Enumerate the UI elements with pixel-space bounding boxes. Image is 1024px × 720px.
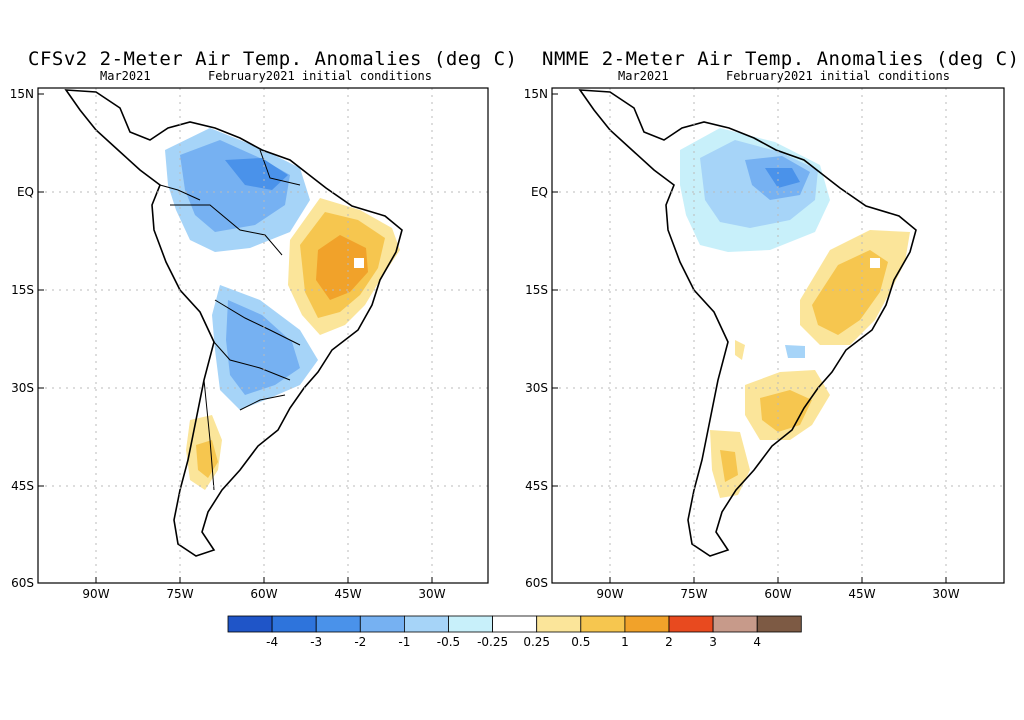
lat-label: 60S	[525, 576, 548, 590]
maps-svg: 15N EQ 15S 30S 45S 60S 90W 75W 60W 45W 3…	[10, 87, 1005, 600]
lon-label: 90W	[82, 587, 109, 600]
colorbar-swatch	[536, 615, 582, 633]
colorbar-label: 2	[665, 635, 673, 649]
axis-ticks	[552, 93, 947, 583]
lon-label: 45W	[334, 587, 361, 600]
colorbar-label: -4	[266, 635, 278, 649]
anomaly-fields	[680, 128, 910, 498]
colorbar-swatch	[668, 615, 714, 633]
lon-label: 75W	[680, 587, 707, 600]
lat-label: 15N	[10, 87, 34, 101]
lon-label: 60W	[250, 587, 277, 600]
nmme-panel: NMME 2-Meter Air Temp. Anomalies (deg C)…	[512, 0, 1024, 600]
panel-title: NMME 2-Meter Air Temp. Anomalies (deg C)	[542, 48, 1020, 70]
graticule	[38, 88, 488, 583]
lon-labels: 90W 75W 60W 45W 30W	[82, 587, 445, 600]
colorbar-label: -1	[398, 635, 410, 649]
colorbar-swatch	[448, 615, 493, 633]
lat-label: 30S	[11, 381, 34, 395]
cfsv2-panel: CFSv2 2-Meter Air Temp. Anomalies (deg C…	[0, 0, 517, 600]
graticule	[552, 88, 1004, 583]
colorbar-swatch	[359, 615, 405, 633]
lat-labels: 15N EQ 15S 30S 45S 60S	[10, 87, 34, 590]
lat-label: 45S	[11, 479, 34, 493]
forecast-month: Mar2021	[618, 69, 669, 83]
colorbar-label: 4	[753, 635, 761, 649]
colorbar-swatch	[624, 615, 670, 633]
lat-labels: 15N EQ 15S 30S 45S 60S	[524, 87, 548, 590]
lat-label: 60S	[11, 576, 34, 590]
colorbar-label: -3	[310, 635, 322, 649]
cfsv2-map: 15N EQ 15S 30S 45S 60S 90W 75W 60W 45W 3…	[10, 87, 489, 600]
lat-label: EQ	[531, 185, 548, 199]
colorbar-label: 0.25	[523, 635, 550, 649]
colorbar-swatch	[403, 615, 449, 633]
lon-labels: 90W 75W 60W 45W 30W	[596, 587, 959, 600]
panel-title: CFSv2 2-Meter Air Temp. Anomalies (deg C…	[28, 48, 518, 70]
lon-label: 30W	[418, 587, 445, 600]
colorbar-label: -0.25	[477, 635, 508, 649]
colorbar-swatch	[315, 615, 361, 633]
map-frame	[37, 87, 489, 584]
lon-label: 30W	[932, 587, 959, 600]
colorbar-swatch	[271, 615, 317, 633]
colorbar-boxes	[227, 615, 802, 633]
forecast-month: Mar2021	[100, 69, 151, 83]
colorbar: -4 -3 -2 -1 -0.5 -0.25 0.25 0.5 1 2 3 4	[227, 615, 802, 649]
colorbar-swatch	[712, 615, 758, 633]
colorbar-label: 1	[621, 635, 629, 649]
initial-conditions: February2021 initial conditions	[208, 69, 432, 83]
lat-label: 30S	[525, 381, 548, 395]
lat-label: 15S	[11, 283, 34, 297]
colorbar-label: -0.5	[437, 635, 460, 649]
country-borders	[159, 149, 301, 491]
lon-label: 60W	[764, 587, 791, 600]
lat-label: 15S	[525, 283, 548, 297]
colorbar-swatch	[492, 615, 538, 633]
nmme-map: 15N EQ 15S 30S 45S 60S 90W 75W 60W 45W 3…	[524, 87, 1005, 600]
colorbar-label: 0.5	[571, 635, 590, 649]
anomaly-fields	[165, 128, 400, 490]
axis-ticks	[38, 93, 433, 583]
lat-label: 15N	[524, 87, 548, 101]
lon-label: 75W	[166, 587, 193, 600]
lat-label: 45S	[525, 479, 548, 493]
colorbar-swatch	[756, 615, 802, 633]
colorbar-swatch	[227, 615, 273, 633]
colorbar-labels: -4 -3 -2 -1 -0.5 -0.25 0.25 0.5 1 2 3 4	[266, 635, 761, 649]
lon-label: 90W	[596, 587, 623, 600]
colorbar-label: -2	[354, 635, 366, 649]
colorbar-swatch	[580, 615, 626, 633]
lon-label: 45W	[848, 587, 875, 600]
initial-conditions: February2021 initial conditions	[726, 69, 950, 83]
colorbar-label: 3	[709, 635, 717, 649]
lat-label: EQ	[17, 185, 34, 199]
